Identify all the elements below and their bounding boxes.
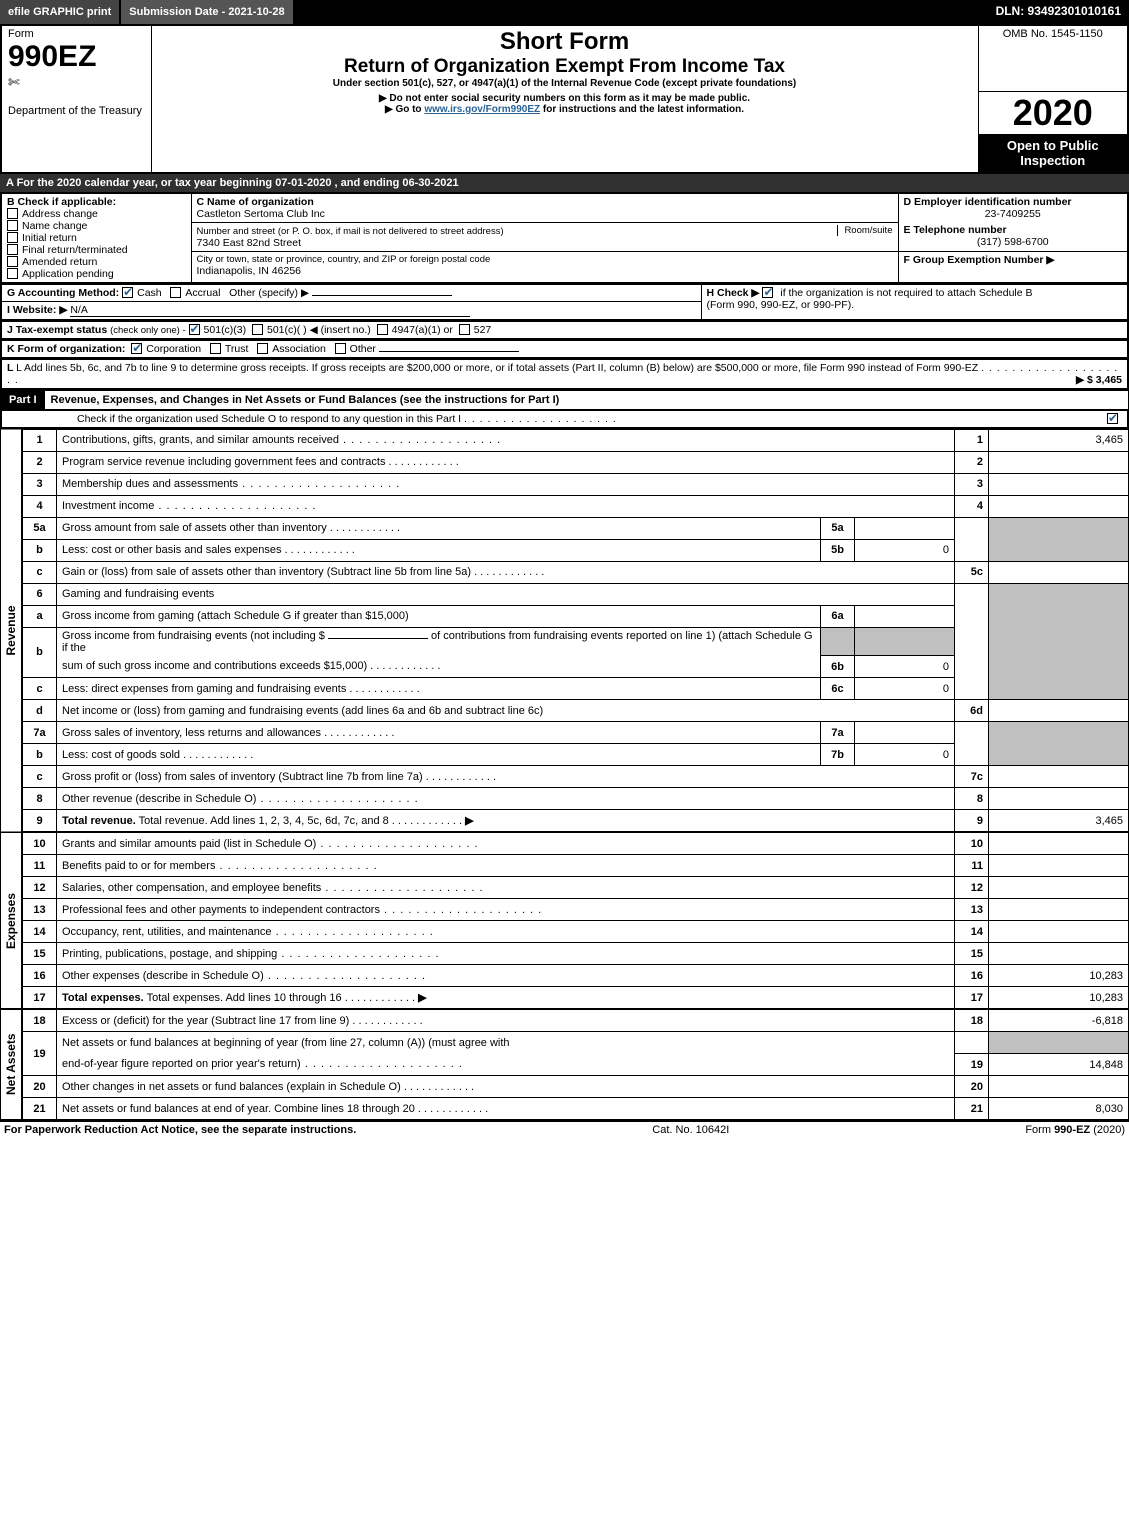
part-1-title: Revenue, Expenses, and Changes in Net As… <box>45 392 1128 408</box>
footer-mid: Cat. No. 10642I <box>652 1124 729 1136</box>
section-g-h: G Accounting Method: Cash Accrual Other … <box>0 284 1129 321</box>
chk-527[interactable] <box>459 324 470 335</box>
chk-amended-return[interactable]: Amended return <box>7 256 186 268</box>
line-19-1: 19 Net assets or fund balances at beginn… <box>23 1032 1129 1054</box>
tax-year: 2020 <box>979 92 1128 134</box>
chk-address-change[interactable]: Address change <box>7 208 186 220</box>
line-15: 15 Printing, publications, postage, and … <box>23 943 1129 965</box>
line-7c: c Gross profit or (loss) from sales of i… <box>23 766 1129 788</box>
footer-right: Form 990-EZ (2020) <box>1025 1124 1125 1136</box>
website-value: N/A <box>70 304 470 317</box>
line-9: 9 Total revenue. Total revenue. Add line… <box>23 810 1129 832</box>
chk-schedule-o[interactable] <box>1107 413 1118 424</box>
chk-schedule-b[interactable] <box>762 287 773 298</box>
section-f: F Group Exemption Number ▶ <box>898 251 1128 283</box>
line-10: 10 Grants and similar amounts paid (list… <box>23 833 1129 855</box>
line-18: 18 Excess or (deficit) for the year (Sub… <box>23 1010 1129 1032</box>
chk-corporation[interactable] <box>131 343 142 354</box>
efile-print-button[interactable]: efile GRAPHIC print <box>0 0 121 24</box>
line-4: 4 Investment income 4 <box>23 495 1129 517</box>
line-19-2: end-of-year figure reported on prior yea… <box>23 1054 1129 1076</box>
revenue-section: Revenue 1 Contributions, gifts, grants, … <box>0 429 1129 833</box>
section-c-street: Number and street (or P. O. box, if mail… <box>191 222 898 251</box>
section-g-label: G Accounting Method: <box>7 287 119 299</box>
info-grid: B Check if applicable: Address change Na… <box>0 192 1129 284</box>
expenses-section: Expenses 10 Grants and similar amounts p… <box>0 832 1129 1009</box>
section-c-name: C Name of organization Castleton Sertoma… <box>191 193 898 223</box>
line-2: 2 Program service revenue including gove… <box>23 451 1129 473</box>
chk-initial-return[interactable]: Initial return <box>7 232 186 244</box>
top-bar-spacer <box>295 0 988 24</box>
section-h: H Check ▶ if the organization is not req… <box>701 284 1128 320</box>
subtitle: Under section 501(c), 527, or 4947(a)(1)… <box>158 78 972 89</box>
instr-goto: ▶ Go to www.irs.gov/Form990EZ for instru… <box>158 104 972 115</box>
line-5a: 5a Gross amount from sale of assets othe… <box>23 517 1129 539</box>
section-l: L L Add lines 5b, 6c, and 7b to line 9 t… <box>0 359 1129 390</box>
section-c-city: City or town, state or province, country… <box>191 251 898 283</box>
part-1-header: Part I Revenue, Expenses, and Changes in… <box>0 390 1129 410</box>
chk-cash[interactable] <box>122 287 133 298</box>
section-i-label: I Website: ▶ <box>7 304 67 316</box>
page-footer: For Paperwork Reduction Act Notice, see … <box>0 1120 1129 1138</box>
net-assets-section: Net Assets 18 Excess or (deficit) for th… <box>0 1009 1129 1120</box>
footer-left: For Paperwork Reduction Act Notice, see … <box>4 1124 356 1136</box>
instr-no-ssn: ▶ Do not enter social security numbers o… <box>158 93 972 104</box>
part-1-check-if: Check if the organization used Schedule … <box>0 410 1129 429</box>
line-11: 11 Benefits paid to or for members 11 <box>23 855 1129 877</box>
chk-name-change[interactable]: Name change <box>7 220 186 232</box>
line-5c: c Gain or (loss) from sale of assets oth… <box>23 561 1129 583</box>
line-1: 1 Contributions, gifts, grants, and simi… <box>23 429 1129 451</box>
line-7a: 7a Gross sales of inventory, less return… <box>23 722 1129 744</box>
line-20: 20 Other changes in net assets or fund b… <box>23 1076 1129 1098</box>
main-title: Return of Organization Exempt From Incom… <box>158 56 972 78</box>
dept-treasury: Department of the Treasury <box>8 105 145 117</box>
line-6: 6 Gaming and fundraising events <box>23 583 1129 605</box>
chk-4947[interactable] <box>377 324 388 335</box>
section-k: K Form of organization: Corporation Trus… <box>0 340 1129 359</box>
revenue-side-label: Revenue <box>0 429 22 833</box>
short-form-title: Short Form <box>158 28 972 56</box>
section-d-e: D Employer identification number 23-7409… <box>898 193 1128 252</box>
chk-other-org[interactable] <box>335 343 346 354</box>
chk-association[interactable] <box>257 343 268 354</box>
section-b-heading: B Check if applicable: <box>7 196 186 208</box>
line-21: 21 Net assets or fund balances at end of… <box>23 1098 1129 1120</box>
section-b: B Check if applicable: Address change Na… <box>1 193 191 283</box>
dln-label: DLN: 93492301010161 <box>988 0 1129 24</box>
line-3: 3 Membership dues and assessments 3 <box>23 473 1129 495</box>
chk-final-return[interactable]: Final return/terminated <box>7 244 186 256</box>
form-header: Form 990EZ ✄ Department of the Treasury … <box>0 24 1129 174</box>
section-j: J Tax-exempt status (check only one) - 5… <box>0 321 1129 340</box>
submission-date-button[interactable]: Submission Date - 2021-10-28 <box>121 0 294 24</box>
form-number: 990EZ <box>8 40 145 74</box>
line-6d: d Net income or (loss) from gaming and f… <box>23 700 1129 722</box>
chk-501c3[interactable] <box>189 324 200 335</box>
omb-number: OMB No. 1545-1150 <box>978 25 1128 91</box>
line-17: 17 Total expenses. Total expenses. Add l… <box>23 987 1129 1009</box>
open-to-public: Open to Public Inspection <box>979 134 1128 172</box>
top-bar: efile GRAPHIC print Submission Date - 20… <box>0 0 1129 24</box>
line-13: 13 Professional fees and other payments … <box>23 899 1129 921</box>
line-8: 8 Other revenue (describe in Schedule O)… <box>23 788 1129 810</box>
chk-trust[interactable] <box>210 343 221 354</box>
chk-accrual[interactable] <box>170 287 181 298</box>
part-1-label: Part I <box>1 391 45 409</box>
chk-application-pending[interactable]: Application pending <box>7 268 186 280</box>
tax-period-row: A For the 2020 calendar year, or tax yea… <box>0 174 1129 192</box>
expenses-side-label: Expenses <box>0 832 22 1009</box>
line-16: 16 Other expenses (describe in Schedule … <box>23 965 1129 987</box>
line-12: 12 Salaries, other compensation, and emp… <box>23 877 1129 899</box>
chk-501c[interactable] <box>252 324 263 335</box>
irs-link[interactable]: www.irs.gov/Form990EZ <box>424 104 540 115</box>
line-14: 14 Occupancy, rent, utilities, and maint… <box>23 921 1129 943</box>
net-assets-side-label: Net Assets <box>0 1009 22 1120</box>
form-word: Form <box>8 28 145 40</box>
